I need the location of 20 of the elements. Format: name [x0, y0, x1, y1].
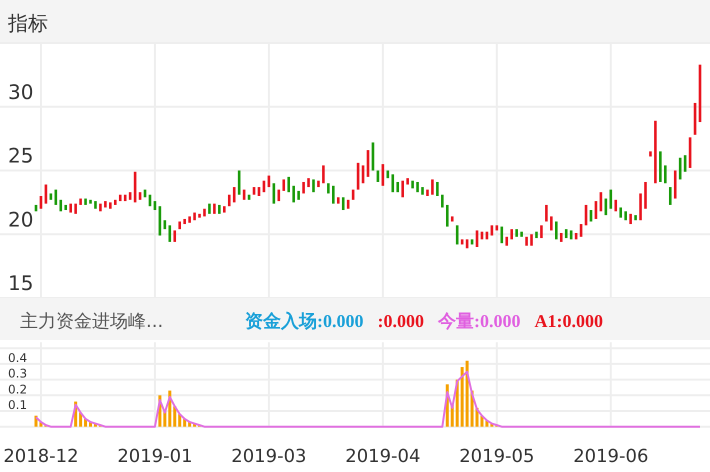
- chart-title: 指标: [7, 11, 48, 35]
- x-tick-label: 2019-01: [117, 446, 193, 467]
- x-tick-label: 2019-05: [459, 446, 534, 467]
- text: 今量:0.000: [437, 311, 520, 331]
- x-tick-label: 2018-12: [3, 446, 79, 467]
- y-tick-label: 0.3: [8, 366, 28, 381]
- text: :0.000: [378, 311, 424, 331]
- y-tick-label: 15: [8, 271, 34, 295]
- text: 资金入场:0.000: [245, 311, 364, 331]
- y-tick-label: 0.2: [8, 382, 28, 396]
- y-tick-label: 0.4: [8, 350, 28, 365]
- x-tick-label: 2019-03: [231, 446, 307, 467]
- y-tick-label: 20: [8, 207, 34, 232]
- y-tick-label: 30: [8, 80, 34, 104]
- y-tick-label: 25: [8, 144, 34, 168]
- y-tick-label: 0.1: [8, 398, 28, 412]
- text: A1:0.000: [534, 311, 603, 331]
- x-tick-label: 2019-04: [345, 446, 420, 467]
- chart-title: 主力资金进场峰...: [20, 311, 164, 332]
- x-tick-label: 2019-06: [573, 446, 648, 467]
